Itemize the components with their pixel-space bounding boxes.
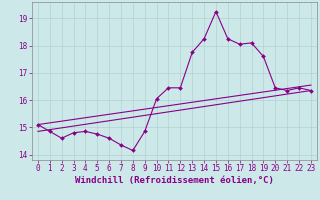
X-axis label: Windchill (Refroidissement éolien,°C): Windchill (Refroidissement éolien,°C) <box>75 176 274 185</box>
